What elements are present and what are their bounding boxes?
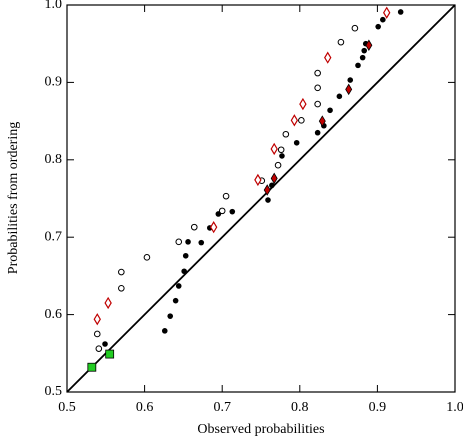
point bbox=[318, 115, 326, 127]
point bbox=[324, 51, 332, 64]
point bbox=[282, 130, 290, 138]
x-tick-label: 0.7 bbox=[213, 400, 231, 415]
point bbox=[181, 268, 187, 275]
x-tick-label: 0.6 bbox=[136, 400, 154, 415]
point bbox=[336, 93, 343, 100]
point bbox=[182, 252, 189, 259]
point bbox=[95, 345, 103, 352]
point bbox=[383, 6, 391, 19]
point bbox=[293, 139, 300, 146]
point bbox=[361, 47, 368, 54]
point bbox=[105, 349, 115, 359]
point bbox=[104, 296, 112, 310]
point bbox=[263, 184, 271, 196]
point bbox=[118, 268, 125, 276]
y-tick-label: 1.0 bbox=[45, 0, 63, 12]
point bbox=[279, 153, 285, 159]
point bbox=[290, 114, 299, 127]
y-axis-label: Probabilities from ordering bbox=[6, 122, 21, 274]
point bbox=[359, 54, 366, 61]
point bbox=[314, 84, 321, 92]
point bbox=[229, 208, 236, 215]
point bbox=[143, 254, 151, 261]
point bbox=[355, 62, 361, 69]
point bbox=[380, 16, 386, 23]
point bbox=[118, 284, 125, 292]
plot-frame bbox=[66, 4, 456, 393]
point bbox=[298, 117, 305, 124]
x-axis-label: Observed probabilities bbox=[197, 422, 324, 437]
point bbox=[314, 100, 321, 108]
point bbox=[345, 83, 353, 96]
x-tick-label: 1.0 bbox=[446, 400, 463, 415]
y-tick-label: 0.7 bbox=[45, 229, 63, 244]
point bbox=[270, 172, 278, 185]
point bbox=[270, 142, 278, 156]
y-tick-label: 0.5 bbox=[45, 384, 63, 399]
point bbox=[337, 38, 345, 46]
point bbox=[218, 207, 226, 215]
point bbox=[93, 313, 101, 326]
point bbox=[185, 239, 191, 245]
point bbox=[365, 39, 373, 52]
reference-line bbox=[66, 4, 456, 393]
x-tick-label: 0.8 bbox=[291, 400, 309, 415]
point bbox=[314, 129, 321, 136]
x-tick-label: 0.9 bbox=[369, 400, 387, 415]
point bbox=[209, 220, 218, 234]
point bbox=[274, 161, 282, 169]
point bbox=[102, 341, 108, 347]
point bbox=[198, 239, 205, 246]
point bbox=[351, 24, 359, 32]
point bbox=[397, 9, 404, 15]
point bbox=[254, 173, 262, 187]
point bbox=[347, 77, 354, 83]
point bbox=[215, 211, 222, 217]
point bbox=[87, 362, 97, 372]
point bbox=[190, 223, 198, 231]
point bbox=[175, 283, 182, 289]
point bbox=[167, 313, 174, 319]
y-tick-label: 0.6 bbox=[45, 307, 63, 322]
point bbox=[175, 238, 183, 246]
x-tick-label: 0.5 bbox=[58, 400, 76, 415]
point bbox=[172, 297, 179, 304]
point bbox=[314, 69, 321, 77]
y-tick-label: 0.8 bbox=[45, 152, 63, 167]
point bbox=[265, 197, 271, 203]
point bbox=[161, 328, 168, 334]
point bbox=[327, 107, 333, 114]
y-tick-label: 0.9 bbox=[45, 75, 63, 90]
point bbox=[222, 192, 230, 200]
point bbox=[277, 146, 285, 154]
point bbox=[375, 23, 381, 30]
point bbox=[269, 182, 275, 189]
point bbox=[299, 97, 307, 111]
point bbox=[93, 330, 101, 338]
